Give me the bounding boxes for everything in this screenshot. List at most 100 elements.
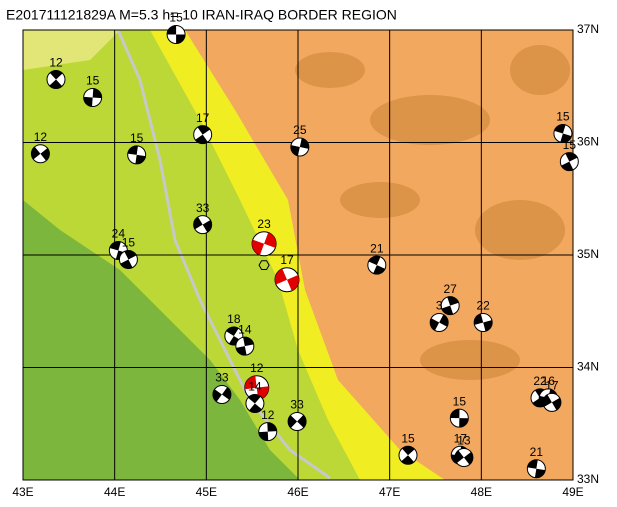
depth-label: 17	[280, 253, 294, 267]
beachball	[473, 313, 493, 332]
beachball-lobe	[542, 394, 552, 407]
beachball-lobe	[454, 450, 464, 464]
beachball	[367, 255, 387, 275]
beachball-lobe	[124, 250, 137, 260]
beachball-lobe	[288, 415, 298, 428]
beachball	[212, 385, 232, 404]
y-tick-label: 33N	[577, 472, 599, 486]
beachball-lobe	[401, 446, 415, 456]
beachball-lobe	[534, 468, 546, 478]
beachball	[193, 125, 213, 145]
beachball-lobe	[430, 318, 440, 331]
beachball-lobe	[450, 409, 460, 419]
beachball	[118, 250, 138, 269]
beachball-lobe	[109, 241, 121, 251]
beachball-lobe	[92, 88, 102, 99]
beachball	[440, 296, 460, 316]
beachball-lobe	[290, 145, 300, 156]
depth-label: 17	[454, 431, 468, 445]
map-title: E201711121829A M=5.3 h= 10 IRAN-IRAQ BOR…	[6, 7, 397, 23]
beachball-lobe	[49, 70, 63, 80]
beachball-lobe	[527, 459, 538, 469]
beachball	[398, 445, 418, 465]
y-tick-label: 35N	[577, 247, 599, 261]
beachball	[542, 392, 562, 412]
depth-label: 17	[196, 111, 210, 125]
beachball-lobe	[195, 134, 208, 144]
beachball	[290, 137, 310, 157]
beachball-lobe	[554, 124, 566, 134]
beachball-lobe	[299, 138, 309, 149]
terrain-pale	[23, 30, 120, 70]
beachball	[166, 25, 186, 44]
beachball-lobe	[297, 415, 307, 428]
beachball-lobe	[275, 268, 287, 285]
beachball	[30, 144, 50, 164]
depth-label: 15	[563, 138, 577, 152]
depth-label: 33	[290, 398, 304, 412]
depth-label: 15	[556, 110, 570, 124]
beachball	[251, 231, 277, 257]
beachball-lobe	[447, 296, 459, 306]
beachball-lobe	[441, 305, 454, 315]
beachball-lobe	[243, 337, 254, 347]
beachball-lobe	[167, 25, 177, 35]
beachball-lobe	[561, 161, 574, 171]
depth-label: 23	[257, 217, 271, 231]
frame	[22, 29, 574, 481]
depth-label: 12	[34, 130, 48, 144]
beachball-lobe	[127, 145, 138, 155]
beachball-lobe	[221, 387, 231, 400]
beachball-lobe	[373, 265, 386, 275]
depth-label: 14	[248, 380, 262, 394]
beachball-lobe	[49, 79, 63, 89]
depth-label: 21	[370, 241, 384, 255]
x-tick-label: 43E	[12, 485, 33, 499]
depth-label: 17	[545, 379, 559, 393]
beachball	[454, 448, 474, 467]
beachball-lobe	[401, 455, 415, 465]
depth-label: 33	[196, 201, 210, 215]
depth-label: 15	[130, 131, 144, 145]
depth-label: 15	[86, 74, 100, 88]
beachball	[235, 336, 255, 356]
depth-label: 33	[215, 371, 229, 385]
y-tick-label: 34N	[577, 360, 599, 374]
depth-label: 24	[112, 227, 126, 241]
beachball-lobe	[176, 34, 186, 44]
beachball-lobe	[560, 133, 572, 143]
beachball	[526, 459, 546, 479]
depth-label: 21	[530, 445, 544, 459]
x-tick-label: 47E	[379, 485, 400, 499]
x-tick-label: 44E	[104, 485, 125, 499]
depth-label: 13	[457, 434, 471, 448]
beachball	[274, 267, 300, 293]
depth-label: 12	[49, 56, 63, 70]
beachball-lobe	[135, 154, 146, 164]
beachball-lobe	[287, 275, 299, 291]
beachball-lobe	[252, 239, 265, 256]
beachball-lobe	[226, 327, 239, 336]
beachball-lobe	[248, 394, 261, 404]
beachball-lobe	[264, 232, 277, 248]
terrain-highland	[295, 45, 570, 380]
beachball-lobe	[463, 451, 473, 465]
depth-label: 25	[293, 123, 307, 137]
beachball	[449, 408, 469, 428]
y-tick-label: 36N	[577, 135, 599, 149]
depth-label: 15	[169, 11, 183, 25]
beachball-lobe	[244, 375, 257, 390]
x-tick-label: 49E	[562, 485, 583, 499]
depth-label: 16	[542, 374, 556, 388]
x-tick-label: 45E	[196, 485, 217, 499]
beachball	[193, 215, 213, 235]
beachball	[559, 152, 579, 172]
beachball-lobe	[368, 256, 381, 266]
beachball-lobe	[474, 313, 484, 325]
beachball-lobe	[83, 96, 93, 107]
x-tick-label: 48E	[471, 485, 492, 499]
beachball-lobe	[197, 125, 211, 135]
beachball-lobe	[40, 148, 50, 161]
beachball-lobe	[120, 259, 133, 269]
